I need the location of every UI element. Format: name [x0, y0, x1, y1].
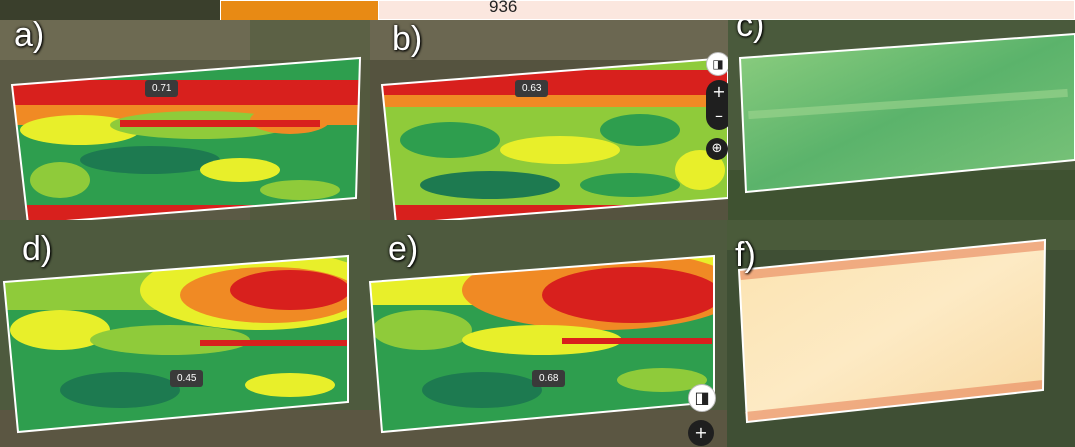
- top-table-strip: 936: [220, 0, 1075, 20]
- split-view-icon[interactable]: ◨: [706, 52, 728, 76]
- table-cell-value: 936: [489, 0, 518, 16]
- panel-label-e: e): [388, 230, 419, 268]
- zoom-in-button[interactable]: +: [712, 82, 726, 101]
- field-map-f: [727, 220, 1075, 447]
- field-map-b: [370, 20, 728, 220]
- value-badge-e: 0.68: [532, 370, 566, 387]
- panel-b: b) 0.63 ◨ + – ⊕: [370, 20, 728, 220]
- panel-f: f): [727, 220, 1075, 447]
- value-badge-a: 0.71: [145, 80, 179, 97]
- panel-label-a: a): [14, 20, 45, 54]
- crosshair-icon[interactable]: ⊕: [706, 138, 728, 160]
- value-badge-d: 0.45: [170, 370, 204, 387]
- field-map-e: [362, 220, 727, 447]
- panel-label-c: c): [736, 20, 765, 44]
- table-cell-orange: [221, 1, 379, 20]
- zoom-in-button[interactable]: +: [688, 420, 714, 446]
- panel-e: e) 0.68 ◨ +: [362, 220, 727, 447]
- split-view-icon[interactable]: ◨: [688, 384, 716, 412]
- zoom-control: + –: [706, 80, 728, 130]
- panel-a: a) 0.71: [0, 20, 370, 220]
- zoom-out-button[interactable]: –: [715, 106, 723, 125]
- field-map-c: [728, 20, 1075, 220]
- panel-label-f: f): [735, 236, 756, 274]
- value-badge-b: 0.63: [515, 80, 549, 97]
- panel-c: c): [728, 20, 1075, 220]
- panel-label-b: b): [392, 20, 423, 58]
- panel-label-d: d): [22, 230, 53, 268]
- panel-d: d) 0.45: [0, 220, 362, 447]
- field-map-d: [0, 220, 362, 447]
- field-map-a: [0, 20, 370, 220]
